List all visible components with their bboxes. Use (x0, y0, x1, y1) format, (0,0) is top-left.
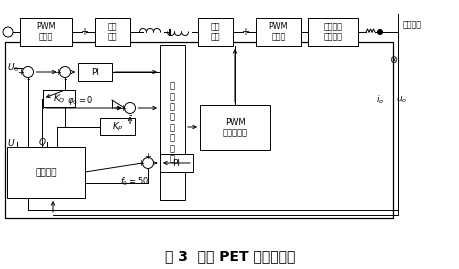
Text: $i_o$: $i_o$ (375, 94, 383, 106)
Text: $K_P$: $K_P$ (112, 120, 123, 133)
Text: PWM
脉冲发生器: PWM 脉冲发生器 (222, 118, 247, 137)
Text: $u_o$: $u_o$ (396, 95, 407, 105)
Text: +: + (17, 68, 24, 76)
Text: $Q$: $Q$ (38, 136, 46, 148)
Text: ⊗: ⊗ (388, 55, 396, 65)
Text: PI: PI (172, 158, 180, 168)
Bar (78, 63, 112, 81)
Bar (5, 42, 392, 218)
Text: 形
成
正
弦
调
制
信
号: 形 成 正 弦 调 制 信 号 (170, 82, 174, 163)
Bar (200, 105, 269, 150)
Circle shape (22, 66, 34, 77)
Bar (7, 147, 85, 198)
Bar (308, 18, 357, 46)
Text: 高频
整流: 高频 整流 (210, 22, 220, 42)
Bar (100, 118, 134, 135)
Bar (160, 154, 193, 172)
Text: +: + (137, 158, 144, 168)
Text: +: + (55, 68, 62, 76)
Bar (20, 18, 72, 46)
Text: PI: PI (91, 68, 99, 76)
Text: +: + (80, 27, 88, 37)
Text: -: - (63, 74, 67, 84)
Circle shape (59, 66, 70, 77)
Text: +: + (119, 104, 126, 112)
Circle shape (142, 158, 153, 168)
Text: 图 3  单台 PET 控制原理图: 图 3 单台 PET 控制原理图 (164, 249, 295, 263)
Text: $\varphi_0=0$: $\varphi_0=0$ (67, 94, 93, 107)
Text: PWM
整流器: PWM 整流器 (36, 22, 56, 42)
Bar (43, 90, 75, 107)
Circle shape (3, 27, 13, 37)
Text: $U$: $U$ (7, 136, 16, 147)
Text: 电量计算: 电量计算 (35, 168, 56, 177)
Text: $f_0=50$: $f_0=50$ (120, 176, 149, 188)
Text: $U_0$: $U_0$ (7, 62, 19, 74)
Text: ~: ~ (3, 27, 13, 37)
Text: PWM
逆变器: PWM 逆变器 (268, 22, 288, 42)
Text: 滤波器及
限流电抗: 滤波器及 限流电抗 (323, 22, 342, 42)
Bar (95, 18, 130, 46)
Bar (197, 18, 233, 46)
Bar (160, 45, 185, 200)
Text: +: + (144, 151, 151, 161)
Text: +: + (241, 27, 248, 37)
Text: $K_Q$: $K_Q$ (52, 92, 65, 105)
Text: 高频
逆变: 高频 逆变 (107, 22, 117, 42)
Text: -: - (128, 110, 131, 120)
Circle shape (124, 102, 135, 114)
Circle shape (377, 30, 382, 34)
Text: 公共母线: 公共母线 (402, 20, 421, 30)
Bar (256, 18, 300, 46)
Text: -: - (26, 74, 30, 84)
